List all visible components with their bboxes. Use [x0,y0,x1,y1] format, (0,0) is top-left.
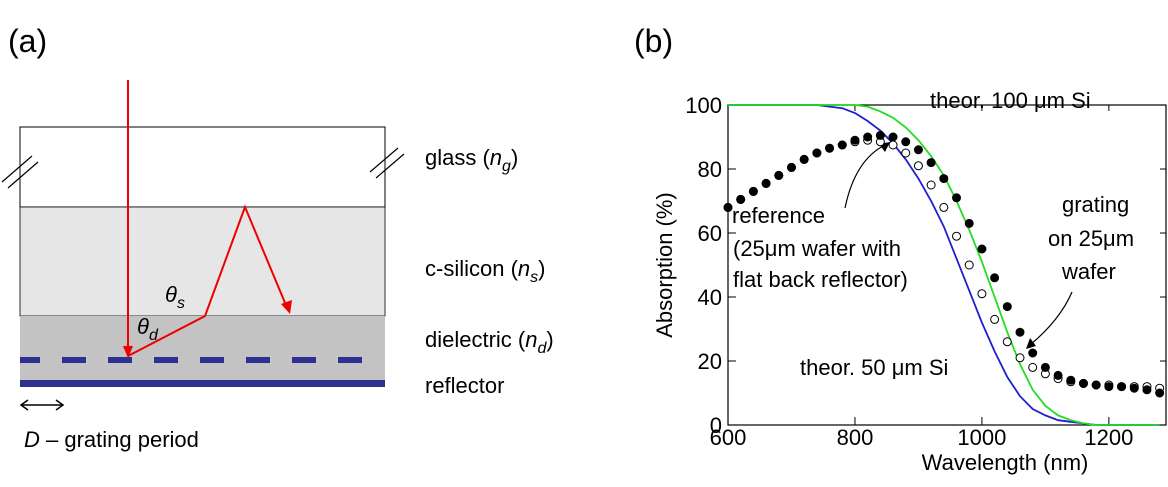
layer-subscript: s [530,269,538,286]
angle-symbol: θ [137,314,149,339]
data-point [940,175,948,183]
data-point [914,146,922,154]
y-axis-label: Absorption (%) [652,192,677,338]
data-point [1029,363,1037,371]
series-label: grating [1062,192,1129,217]
x-tick-label: 1200 [1084,425,1133,450]
data-point [838,141,846,149]
series-label: theor. 50 μm Si [800,355,948,380]
layer-symbol: n [490,145,502,170]
period-arrow [21,400,63,410]
layer-symbol: n [518,256,530,281]
data-point [1156,389,1164,397]
layer-label: c-silicon (ns) [425,256,545,286]
data-point [1054,371,1062,379]
figure: (a) (b) θs θd glass (ng) c-silicon (ns) … [0,0,1168,482]
x-tick-label: 1000 [957,425,1006,450]
data-point [991,315,999,323]
y-tick-label: 20 [698,349,722,374]
layer-close: ) [538,256,545,281]
data-point [965,219,973,227]
y-tick-label: 100 [685,93,722,118]
panel-label: (a) [8,23,47,59]
layer-subscript: g [502,158,511,175]
data-point [800,155,808,163]
data-point [724,203,732,211]
period-text: – grating period [40,427,199,452]
data-point [1105,383,1113,391]
data-point [1016,328,1024,336]
x-tick-label: 800 [837,425,874,450]
data-point [775,171,783,179]
data-point [1130,384,1138,392]
angle-subscript: d [149,327,159,344]
data-point [889,133,897,141]
data-point [737,195,745,203]
data-point [953,232,961,240]
data-point [813,149,821,157]
data-point [927,181,935,189]
data-point [876,131,884,139]
data-point [991,274,999,282]
panel-label: (b) [634,23,673,59]
layer-name: c-silicon ( [425,256,519,281]
angle-symbol: θ [165,282,177,307]
data-point [940,203,948,211]
data-point [1029,349,1037,357]
x-axis-label: Wavelength (nm) [922,450,1089,475]
y-tick-label: 60 [698,221,722,246]
data-point [1092,381,1100,389]
data-point [1118,383,1126,391]
data-point [1016,354,1024,362]
data-point [978,290,986,298]
series-label: theor. 100 μm Si [930,88,1091,113]
data-point [1003,338,1011,346]
layer-label: reflector [425,373,504,398]
data-point [902,149,910,157]
data-point [889,141,897,149]
layer-name: glass ( [425,145,490,170]
data-point [902,138,910,146]
glass-layer [20,127,385,207]
x-tick-label: 600 [710,425,747,450]
annotation: (25μm wafer with [733,236,901,261]
data-point [749,187,757,195]
series-label: reference [732,203,825,228]
data-point [1067,376,1075,384]
layer-symbol: n [525,327,537,352]
layer-close: ) [546,327,553,352]
data-point [851,136,859,144]
data-point [787,163,795,171]
data-point [826,144,834,152]
data-point [1003,303,1011,311]
callout-head [1026,338,1036,349]
annotation: wafer [1061,259,1116,284]
data-point [927,159,935,167]
data-point [953,194,961,202]
layer-label: glass (ng) [425,145,518,175]
data-point [1079,379,1087,387]
annotation: flat back reflector) [733,267,908,292]
angle-subscript: s [177,295,185,312]
y-tick-label: 80 [698,157,722,182]
layer-label: dielectric (nd) [425,327,554,357]
grating-gaps [20,363,40,380]
annotation: on 25μm [1048,226,1134,251]
data-point [914,162,922,170]
period-label: D – grating period [24,427,199,452]
data-point [1041,363,1049,371]
dielectric-layer [20,316,385,382]
silicon-layer [20,207,385,316]
period-symbol: D [24,427,40,452]
data-point [864,133,872,141]
data-point [762,179,770,187]
layer-name: dielectric ( [425,327,526,352]
data-point [1143,386,1151,394]
data-point [978,245,986,253]
data-point [965,261,973,269]
layer-close: ) [511,145,518,170]
y-tick-label: 40 [698,285,722,310]
